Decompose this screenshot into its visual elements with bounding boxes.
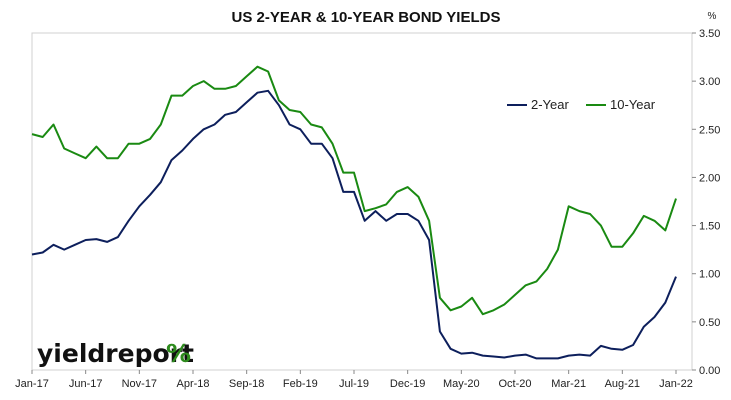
x-axis: Jan-17 Jun-17 Nov-17 Apr-18 Sep-18 Feb-19 Jul-… — [15, 370, 693, 390]
series-line-2-year — [31, 89, 677, 360]
svg-text:yieldreport: yieldreport — [37, 339, 194, 368]
x-tick-label: Jun-17 — [69, 378, 103, 390]
y-tick-label: 2.50 — [699, 124, 720, 136]
x-tick-label: Sep-18 — [229, 378, 264, 390]
x-tick-label: Aug-21 — [605, 378, 640, 390]
x-tick-label: Jan-22 — [659, 378, 693, 390]
y-axis-unit: % — [708, 11, 717, 22]
x-tick-label: Jan-17 — [15, 378, 49, 390]
y-axis: 0.00 0.50 1.00 1.50 2.00 2.50 3.00 3.50 — [692, 28, 720, 377]
x-tick-label: Nov-17 — [122, 378, 157, 390]
series-lines — [31, 65, 677, 360]
svg-text:%: % — [166, 339, 191, 368]
yieldreport-logo: yieldreport % — [37, 339, 194, 368]
y-tick-label: 3.50 — [699, 28, 720, 40]
x-tick-label: Dec-19 — [390, 378, 425, 390]
x-tick-label: Jul-19 — [339, 378, 369, 390]
legend-label-10-year: 10-Year — [610, 97, 656, 112]
y-tick-label: 2.00 — [699, 172, 720, 184]
y-tick-label: 0.50 — [699, 317, 720, 329]
y-tick-label: 0.00 — [699, 365, 720, 377]
x-tick-label: Mar-21 — [551, 378, 586, 390]
x-tick-label: May-20 — [443, 378, 480, 390]
x-tick-label: Feb-19 — [283, 378, 318, 390]
chart-title: US 2-YEAR & 10-YEAR BOND YIELDS — [232, 9, 501, 26]
y-tick-label: 1.50 — [699, 221, 720, 233]
series-line-10-year — [31, 65, 677, 316]
x-tick-label: Apr-18 — [176, 378, 209, 390]
legend-label-2-year: 2-Year — [531, 97, 569, 112]
y-tick-label: 1.00 — [699, 269, 720, 281]
y-tick-label: 3.00 — [699, 76, 720, 88]
legend: 2-Year 10-Year — [507, 97, 656, 112]
x-tick-label: Oct-20 — [498, 378, 531, 390]
